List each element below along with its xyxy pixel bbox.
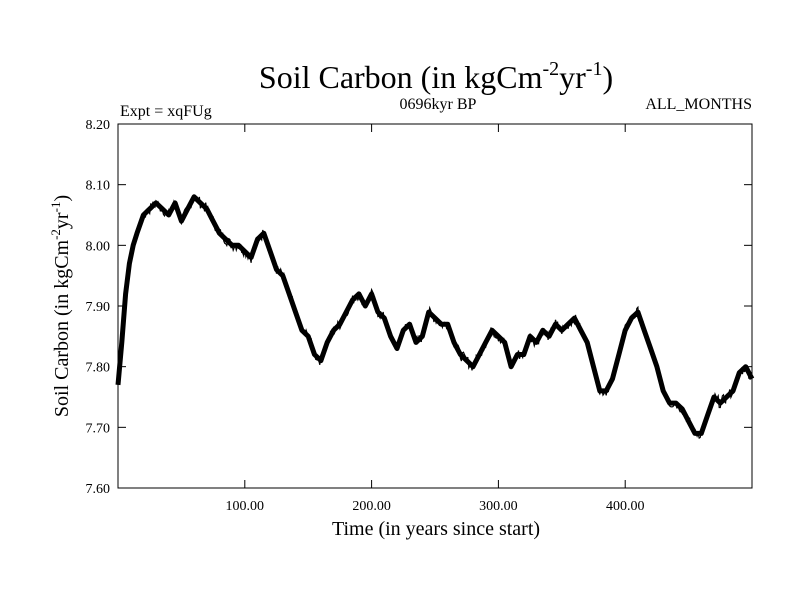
y-tick-label: 7.80 bbox=[86, 361, 111, 376]
plot-frame bbox=[117, 123, 753, 489]
x-tick-label: 200.00 bbox=[352, 499, 391, 514]
chart-title: Soil Carbon (in kgCm-2yr-1) bbox=[259, 58, 613, 95]
y-tick-label: 8.20 bbox=[86, 118, 111, 133]
x-axis-ticks: 100.00 200.00 300.00 400.00 bbox=[226, 124, 645, 514]
experiment-label: Expt = xqFUg bbox=[120, 103, 212, 120]
x-tick-label: 300.00 bbox=[479, 499, 518, 514]
series-noise-line bbox=[117, 196, 752, 440]
x-tick-label: 400.00 bbox=[606, 499, 645, 514]
x-tick-label: 100.00 bbox=[226, 499, 265, 514]
months-label: ALL_MONTHS bbox=[645, 96, 752, 113]
y-axis-label: Soil Carbon (in kgCm-2yr-1) bbox=[48, 195, 73, 417]
y-tick-label: 8.10 bbox=[86, 179, 111, 194]
series-line bbox=[115, 194, 755, 436]
y-tick-label: 8.00 bbox=[86, 239, 111, 254]
y-tick-label: 7.70 bbox=[86, 421, 111, 436]
y-tick-label: 7.90 bbox=[86, 300, 111, 315]
series-group bbox=[115, 194, 755, 440]
y-tick-label: 7.60 bbox=[86, 482, 111, 497]
x-axis-label: Time (in years since start) bbox=[332, 518, 540, 540]
period-label: 0696kyr BP bbox=[400, 96, 477, 113]
y-axis-ticks: 7.60 7.70 7.80 7.90 8.00 8.10 8.20 bbox=[86, 118, 752, 497]
